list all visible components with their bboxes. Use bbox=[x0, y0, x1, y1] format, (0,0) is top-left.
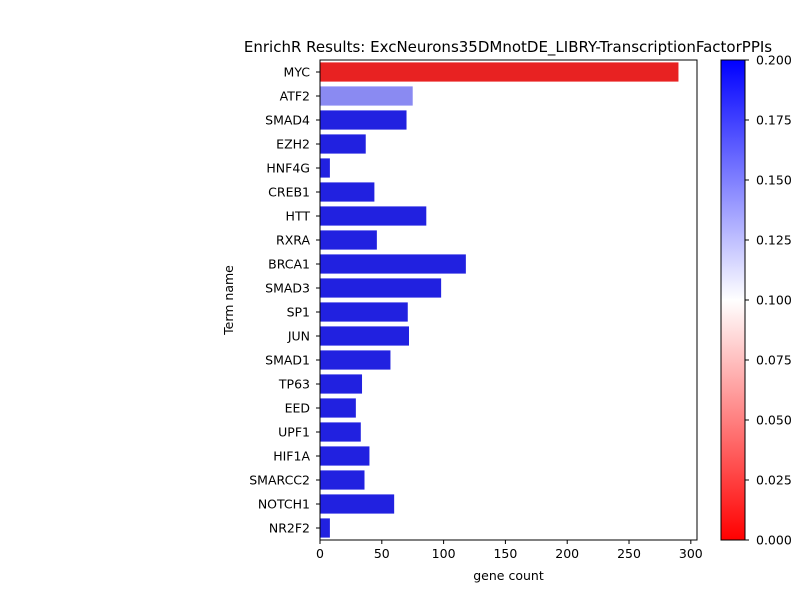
y-tick-label: SMAD3 bbox=[265, 281, 310, 296]
y-tick-label: SP1 bbox=[287, 305, 310, 320]
x-tick-label: 300 bbox=[679, 546, 703, 561]
x-tick-label: 250 bbox=[617, 546, 641, 561]
bar-htt bbox=[320, 206, 427, 226]
colorbar-ticks: 0.000 0.025 0.050 0.075 0.100 0.125 0.150 0.175… bbox=[745, 53, 792, 548]
y-tick-label: BRCA1 bbox=[268, 257, 310, 272]
colorbar-tick-label: 0.150 bbox=[756, 173, 792, 188]
x-ticks: 0 50 100 150 200 250 300 bbox=[316, 540, 703, 561]
y-tick-label: EZH2 bbox=[276, 137, 310, 152]
bar-myc bbox=[320, 62, 679, 82]
colorbar-tick-label: 0.075 bbox=[756, 353, 792, 368]
y-tick-label: NR2F2 bbox=[269, 521, 310, 536]
y-tick-label: ATF2 bbox=[280, 89, 310, 104]
colorbar-tick-label: 0.175 bbox=[756, 113, 792, 128]
colorbar-tick-label: 0.200 bbox=[756, 53, 792, 68]
bar-ezh2 bbox=[320, 134, 366, 154]
bar-tp63 bbox=[320, 374, 363, 394]
bar-nr2f2 bbox=[320, 518, 330, 538]
bar-rxra bbox=[320, 230, 377, 250]
bar-sp1 bbox=[320, 302, 408, 322]
colorbar-tick-label: 0.000 bbox=[756, 533, 792, 548]
y-tick-label: SMARCC2 bbox=[249, 473, 310, 488]
bar-atf2 bbox=[320, 86, 413, 106]
bar-brca1 bbox=[320, 254, 466, 274]
y-tick-label: MYC bbox=[284, 65, 311, 80]
y-tick-label: UPF1 bbox=[278, 425, 310, 440]
colorbar-tick-label: 0.125 bbox=[756, 233, 792, 248]
y-tick-label: TP63 bbox=[278, 377, 310, 392]
plot-frame bbox=[319, 59, 698, 541]
y-tick-label: HIF1A bbox=[273, 449, 310, 464]
bar-upf1 bbox=[320, 422, 361, 442]
bar-smarcc2 bbox=[320, 470, 365, 490]
bar-notch1 bbox=[320, 494, 395, 514]
y-tick-label: SMAD4 bbox=[265, 113, 310, 128]
bar-jun bbox=[320, 326, 409, 346]
colorbar-tick-label: 0.100 bbox=[756, 293, 792, 308]
bar-smad3 bbox=[320, 278, 442, 298]
bars-group bbox=[320, 62, 679, 538]
colorbar bbox=[720, 59, 746, 541]
x-tick-label: 150 bbox=[493, 546, 517, 561]
x-tick-label: 200 bbox=[555, 546, 579, 561]
y-tick-label: HNF4G bbox=[266, 161, 310, 176]
y-tick-label: NOTCH1 bbox=[258, 497, 310, 512]
y-tick-label: HTT bbox=[286, 209, 311, 224]
bar-eed bbox=[320, 398, 356, 418]
x-axis-label: gene count bbox=[473, 568, 544, 583]
y-tick-label: JUN bbox=[287, 329, 310, 344]
bar-hnf4g bbox=[320, 158, 330, 178]
bar-smad4 bbox=[320, 110, 407, 130]
bar-smad1 bbox=[320, 350, 391, 370]
y-tick-label: RXRA bbox=[276, 233, 310, 248]
colorbar-tick-label: 0.025 bbox=[756, 473, 792, 488]
y-tick-label: SMAD1 bbox=[265, 353, 310, 368]
y-axis-label: Term name bbox=[221, 265, 236, 336]
y-tick-labels: MYC ATF2 SMAD4 EZH2 HNF4G CREB1 HTT RXRA BRCA1 SM… bbox=[249, 65, 320, 536]
y-tick-label: CREB1 bbox=[268, 185, 310, 200]
colorbar-tick-label: 0.050 bbox=[756, 413, 792, 428]
bar-creb1 bbox=[320, 182, 375, 202]
x-tick-label: 100 bbox=[432, 546, 456, 561]
x-tick-label: 0 bbox=[316, 546, 324, 561]
bar-hif1a bbox=[320, 446, 370, 466]
y-tick-label: EED bbox=[285, 401, 310, 416]
chart-title: EnrichR Results: ExcNeurons35DMnotDE_LIB… bbox=[244, 38, 772, 57]
x-tick-label: 50 bbox=[374, 546, 390, 561]
